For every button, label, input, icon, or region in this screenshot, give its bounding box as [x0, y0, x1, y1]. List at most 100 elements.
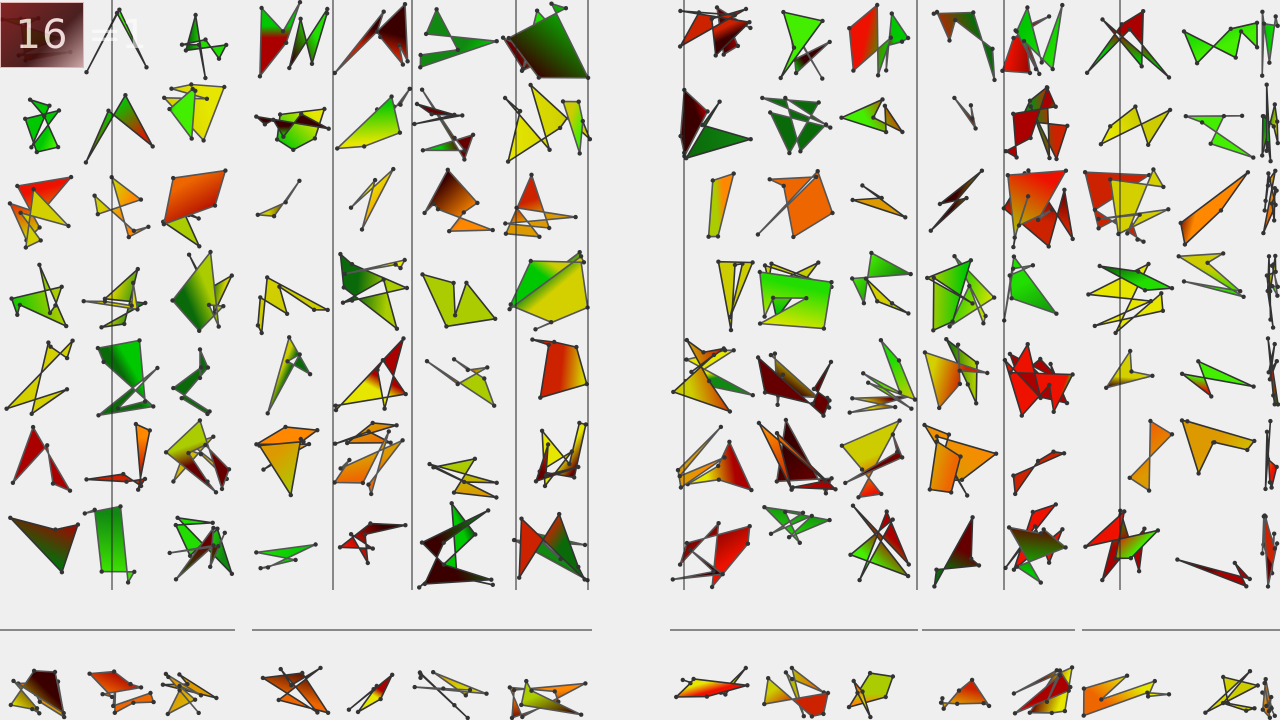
vertex-dot	[445, 167, 450, 172]
vertex-dot	[95, 212, 101, 217]
vertex-dot	[1062, 708, 1068, 714]
vertex-dot	[539, 428, 545, 433]
vertex-dot	[1159, 291, 1164, 296]
vertex-dot	[216, 544, 221, 549]
vertex-dot	[274, 137, 280, 142]
vertex-dot	[883, 694, 888, 700]
vertex-dot	[431, 201, 437, 207]
vertex-dot	[1265, 584, 1271, 589]
vertex-dot	[1005, 173, 1010, 178]
vertex-dot	[306, 441, 312, 447]
vertex-dot	[429, 112, 434, 117]
vertex-dot	[529, 172, 534, 177]
vertex-dot	[580, 118, 585, 124]
vertex-dot	[293, 557, 298, 563]
mosaic-polygon	[168, 88, 197, 140]
vertex-dot	[1108, 177, 1113, 182]
vertex-dot	[1266, 709, 1272, 714]
vertex-dot	[1051, 449, 1056, 454]
vertex-dot	[684, 337, 689, 343]
vertex-dot	[775, 402, 780, 407]
vertex-dot	[1261, 114, 1267, 119]
vertex-dot	[1145, 694, 1151, 699]
vertex-dot	[175, 515, 180, 520]
vertex-dot	[1209, 394, 1214, 399]
vertex-dot	[932, 584, 937, 589]
vertex-dot	[359, 227, 365, 232]
vertex-dot	[1261, 230, 1266, 236]
vertex-dot	[349, 298, 355, 303]
vertex-dot	[1084, 70, 1090, 76]
vertex-dot	[750, 260, 755, 265]
vertex-dot	[467, 687, 473, 693]
vertex-dot	[1244, 584, 1249, 589]
vertex-dot	[1097, 263, 1102, 269]
vertex-dot	[1268, 317, 1273, 322]
vertex-dot	[941, 706, 946, 711]
vertex-dot	[798, 149, 803, 154]
vertex-dot	[979, 168, 985, 173]
vertex-dot	[1028, 135, 1033, 141]
vertex-dot	[198, 693, 204, 698]
vertex-dot	[42, 114, 47, 119]
vertex-dot	[494, 495, 499, 500]
vertex-dot	[24, 22, 29, 27]
vertex-dot	[893, 404, 898, 410]
vertex-dot	[1241, 294, 1246, 299]
vertex-dot	[946, 432, 952, 437]
vertex-dot	[949, 490, 954, 495]
vertex-dot	[700, 122, 705, 128]
vertex-dot	[1203, 710, 1208, 715]
vertex-dot	[131, 700, 136, 705]
vertex-dot	[1081, 686, 1087, 691]
vertex-dot	[16, 53, 21, 58]
vertex-dot	[716, 259, 721, 264]
vertex-dot	[880, 97, 885, 102]
vertex-dot	[213, 490, 219, 495]
vertex-dot	[957, 381, 963, 387]
vertex-dot	[18, 210, 23, 215]
vertex-dot	[1264, 148, 1269, 153]
vertex-dot	[732, 12, 738, 18]
vertex-dot	[283, 424, 288, 430]
vertex-dot	[706, 234, 711, 239]
vertex-dot	[1053, 104, 1058, 109]
vertex-dot	[31, 187, 36, 192]
vertex-dot	[34, 149, 39, 155]
vertex-dot	[955, 342, 961, 347]
vertex-dot	[462, 148, 467, 153]
vertex-dot	[894, 450, 900, 455]
vertex-dot	[142, 476, 148, 482]
vertex-dot	[947, 38, 952, 43]
vertex-dot	[1038, 356, 1043, 362]
vertex-dot	[557, 125, 563, 131]
vertex-dot	[283, 200, 288, 205]
vertex-dot	[851, 68, 856, 73]
vertex-dot	[868, 714, 873, 720]
vertex-dot	[473, 532, 478, 537]
vertex-dot	[770, 295, 776, 300]
mosaic-polygon	[413, 103, 464, 125]
vertex-dot	[1275, 402, 1280, 407]
vertex-dot	[337, 545, 343, 550]
vertex-dot	[186, 252, 192, 257]
vertex-dot	[1238, 29, 1244, 34]
vertex-dot	[405, 59, 410, 64]
vertex-dot	[167, 106, 172, 112]
vertex-dot	[839, 443, 845, 448]
vertex-dot	[378, 34, 383, 40]
vertex-dot	[299, 111, 304, 117]
vertex-dot	[985, 370, 990, 376]
vertex-dot	[393, 262, 398, 267]
vertex-dot	[855, 690, 860, 695]
vertex-dot	[189, 136, 194, 141]
vertex-dot	[1181, 29, 1187, 34]
vertex-dot	[1160, 308, 1166, 313]
vertex-dot	[4, 406, 9, 411]
vertex-dot	[934, 567, 939, 572]
vertex-dot	[688, 547, 693, 553]
vertex-dot	[494, 480, 499, 485]
vertex-dot	[1137, 212, 1142, 217]
vertex-dot	[711, 569, 716, 574]
vertex-dot	[848, 552, 853, 557]
